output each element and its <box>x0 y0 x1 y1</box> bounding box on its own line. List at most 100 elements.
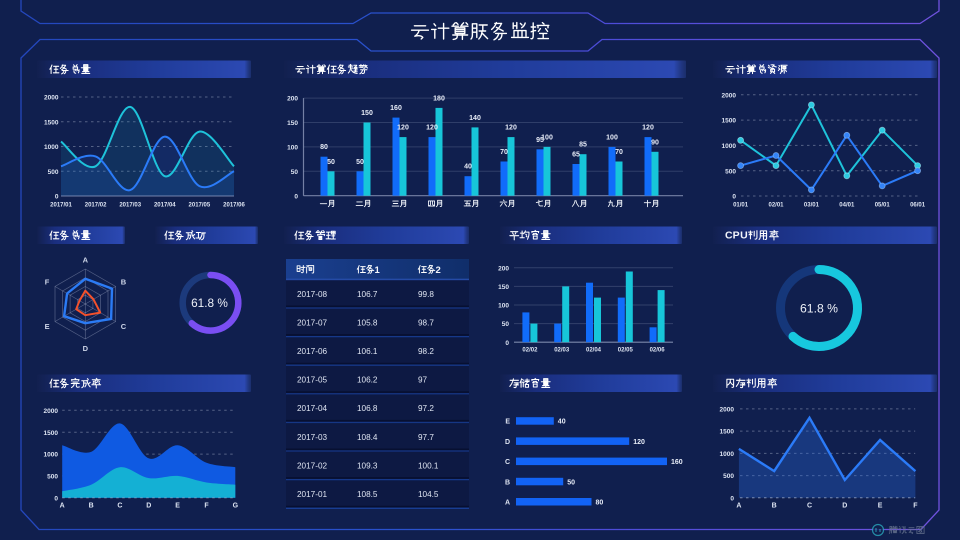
svg-text:03/01: 03/01 <box>804 203 820 209</box>
svg-text:0: 0 <box>505 340 509 347</box>
svg-text:2017-06: 2017-06 <box>297 347 327 356</box>
svg-text:500: 500 <box>47 474 58 481</box>
svg-text:80: 80 <box>596 500 604 507</box>
svg-text:40: 40 <box>464 164 472 171</box>
svg-text:2017-04: 2017-04 <box>297 404 327 413</box>
svg-text:1500: 1500 <box>44 119 59 126</box>
svg-text:99.8: 99.8 <box>418 290 434 299</box>
svg-text:100: 100 <box>498 303 509 310</box>
svg-text:1500: 1500 <box>722 118 737 125</box>
svg-text:1000: 1000 <box>44 452 59 459</box>
svg-text:04/01: 04/01 <box>839 203 855 209</box>
svg-text:120: 120 <box>642 125 654 132</box>
svg-text:61.8 %: 61.8 % <box>800 301 838 315</box>
svg-text:C: C <box>807 503 812 510</box>
svg-text:140: 140 <box>469 115 481 122</box>
svg-text:D: D <box>505 439 510 446</box>
svg-text:1000: 1000 <box>44 144 59 151</box>
svg-text:F: F <box>45 278 50 287</box>
svg-text:50: 50 <box>356 159 364 166</box>
svg-text:97.7: 97.7 <box>418 433 434 442</box>
svg-text:A: A <box>60 503 65 510</box>
svg-text:106.7: 106.7 <box>357 290 378 299</box>
svg-text:50: 50 <box>291 169 299 176</box>
svg-text:1000: 1000 <box>720 451 735 458</box>
svg-text:180: 180 <box>433 95 445 102</box>
svg-text:1000: 1000 <box>722 143 737 150</box>
svg-text:2017-01: 2017-01 <box>297 490 327 499</box>
svg-text:0: 0 <box>55 194 59 201</box>
svg-text:2017/01: 2017/01 <box>50 203 72 209</box>
svg-text:160: 160 <box>390 105 402 112</box>
svg-text:U: U <box>740 229 748 241</box>
svg-text:108.4: 108.4 <box>357 433 378 442</box>
svg-text:120: 120 <box>633 439 645 446</box>
svg-text:G: G <box>233 503 239 510</box>
svg-text:1500: 1500 <box>720 429 735 436</box>
svg-text:D: D <box>83 344 89 353</box>
svg-text:2017/05: 2017/05 <box>189 203 211 209</box>
svg-text:120: 120 <box>426 125 438 132</box>
svg-text:150: 150 <box>287 120 298 127</box>
svg-text:02/03: 02/03 <box>554 348 570 354</box>
svg-text:B: B <box>772 503 777 510</box>
svg-text:01/01: 01/01 <box>733 203 749 209</box>
svg-text:106.1: 106.1 <box>357 347 378 356</box>
svg-text:A: A <box>505 500 510 507</box>
svg-text:98.7: 98.7 <box>418 318 434 327</box>
svg-text:90: 90 <box>651 139 659 146</box>
svg-text:02/01: 02/01 <box>768 203 784 209</box>
svg-text:0: 0 <box>54 495 58 502</box>
svg-text:2017/02: 2017/02 <box>85 203 107 209</box>
svg-text:A: A <box>83 256 89 265</box>
svg-text:2017/03: 2017/03 <box>119 203 141 209</box>
svg-text:F: F <box>204 503 209 510</box>
svg-text:40: 40 <box>558 419 566 426</box>
svg-text:160: 160 <box>671 459 683 466</box>
svg-text:A: A <box>736 503 741 510</box>
svg-text:50: 50 <box>567 479 575 486</box>
svg-text:98.2: 98.2 <box>418 347 434 356</box>
svg-text:70: 70 <box>615 149 623 156</box>
svg-text:2000: 2000 <box>44 95 59 102</box>
svg-text:2017-05: 2017-05 <box>297 376 327 385</box>
svg-text:P: P <box>733 229 740 241</box>
svg-text:104.5: 104.5 <box>418 490 439 499</box>
svg-text:150: 150 <box>498 284 509 291</box>
svg-text:97: 97 <box>418 376 428 385</box>
svg-text:65: 65 <box>572 152 580 159</box>
svg-text:B: B <box>505 479 510 486</box>
svg-text:50: 50 <box>327 159 335 166</box>
svg-text:2: 2 <box>436 265 441 276</box>
svg-text:B: B <box>121 278 127 287</box>
svg-text:06/01: 06/01 <box>910 203 926 209</box>
svg-text:2017-07: 2017-07 <box>297 318 327 327</box>
svg-text:100: 100 <box>287 145 298 152</box>
svg-text:97.2: 97.2 <box>418 404 434 413</box>
svg-text:E: E <box>505 419 510 426</box>
svg-text:2017-08: 2017-08 <box>297 290 327 299</box>
svg-text:200: 200 <box>287 96 298 103</box>
svg-text:1500: 1500 <box>44 430 59 437</box>
svg-text:0: 0 <box>730 495 734 502</box>
svg-text:05/01: 05/01 <box>875 203 891 209</box>
svg-text:2000: 2000 <box>720 407 735 414</box>
svg-text:E: E <box>175 503 180 510</box>
svg-text:2017/06: 2017/06 <box>223 203 245 209</box>
svg-text:C: C <box>121 322 127 331</box>
svg-text:2000: 2000 <box>722 92 737 99</box>
svg-text:85: 85 <box>579 142 587 149</box>
svg-text:0: 0 <box>732 194 736 201</box>
svg-text:2017-02: 2017-02 <box>297 461 327 470</box>
svg-text:C: C <box>725 229 733 241</box>
svg-text:E: E <box>45 322 50 331</box>
svg-text:150: 150 <box>361 110 373 117</box>
svg-text:E: E <box>878 503 883 510</box>
svg-text:2017-03: 2017-03 <box>297 433 327 442</box>
svg-text:D: D <box>146 503 151 510</box>
svg-text:F: F <box>913 503 918 510</box>
svg-text:2017/04: 2017/04 <box>154 203 176 209</box>
svg-text:02/05: 02/05 <box>618 348 634 354</box>
svg-text:106.2: 106.2 <box>357 376 378 385</box>
svg-text:61.8 %: 61.8 % <box>191 296 228 310</box>
